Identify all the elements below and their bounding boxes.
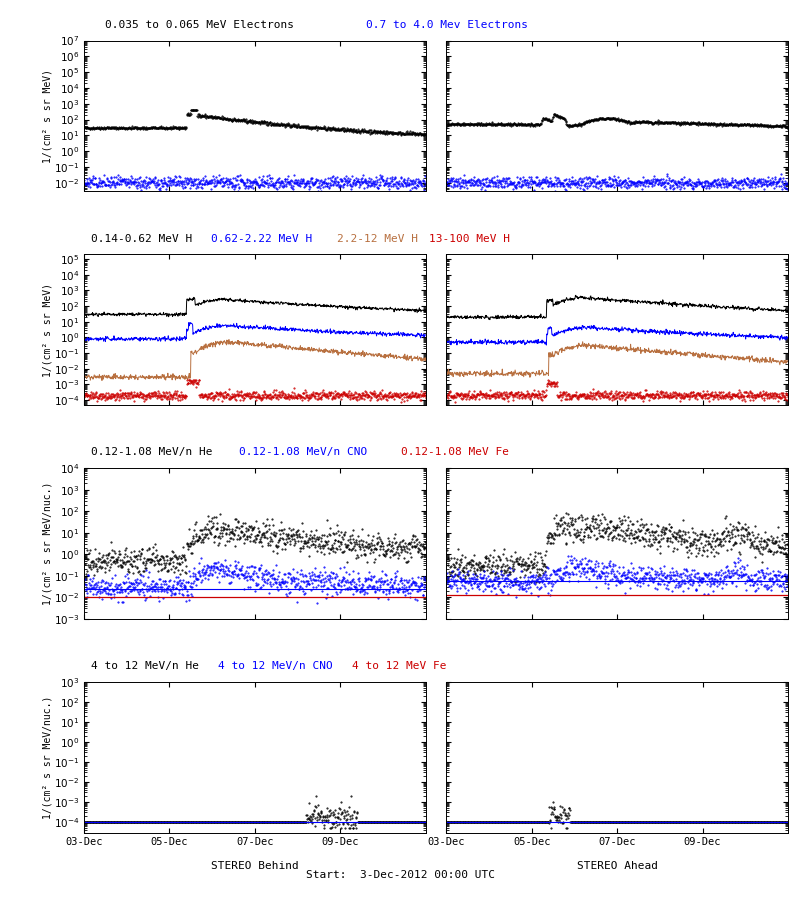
- Y-axis label: 1/(cm² s sr MeV/nuc.): 1/(cm² s sr MeV/nuc.): [42, 482, 52, 605]
- Y-axis label: 1/(cm² s sr MeV): 1/(cm² s sr MeV): [42, 68, 52, 163]
- Y-axis label: 1/(cm² s sr MeV): 1/(cm² s sr MeV): [42, 283, 52, 376]
- X-axis label: STEREO Ahead: STEREO Ahead: [577, 861, 658, 871]
- Text: 4 to 12 MeV Fe: 4 to 12 MeV Fe: [351, 662, 446, 671]
- Text: 0.035 to 0.065 MeV Electrons: 0.035 to 0.065 MeV Electrons: [105, 20, 294, 30]
- X-axis label: STEREO Behind: STEREO Behind: [211, 861, 298, 871]
- Text: 0.14-0.62 MeV H: 0.14-0.62 MeV H: [91, 233, 192, 244]
- Text: 0.12-1.08 MeV/n He: 0.12-1.08 MeV/n He: [91, 447, 213, 457]
- Text: 0.12-1.08 MeV Fe: 0.12-1.08 MeV Fe: [401, 447, 509, 457]
- Text: 0.62-2.22 MeV H: 0.62-2.22 MeV H: [210, 233, 312, 244]
- Text: 13-100 MeV H: 13-100 MeV H: [429, 233, 510, 244]
- Text: 4 to 12 MeV/n CNO: 4 to 12 MeV/n CNO: [218, 662, 333, 671]
- Y-axis label: 1/(cm² s sr MeV/nuc.): 1/(cm² s sr MeV/nuc.): [42, 696, 52, 819]
- Text: 4 to 12 MeV/n He: 4 to 12 MeV/n He: [91, 662, 199, 671]
- Text: 2.2-12 MeV H: 2.2-12 MeV H: [338, 233, 418, 244]
- Text: 0.7 to 4.0 Mev Electrons: 0.7 to 4.0 Mev Electrons: [366, 20, 527, 30]
- Text: Start:  3-Dec-2012 00:00 UTC: Start: 3-Dec-2012 00:00 UTC: [306, 869, 494, 880]
- Text: 0.12-1.08 MeV/n CNO: 0.12-1.08 MeV/n CNO: [239, 447, 367, 457]
